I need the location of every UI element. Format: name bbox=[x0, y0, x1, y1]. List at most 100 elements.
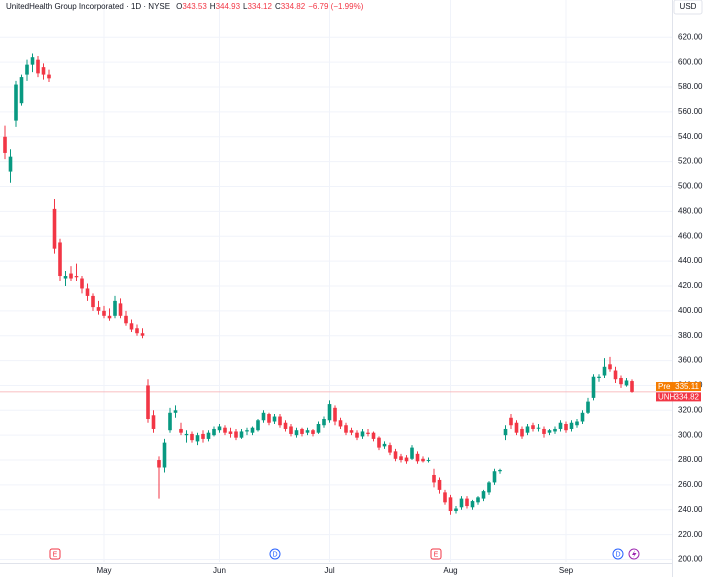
candle-body bbox=[580, 412, 585, 422]
y-tick-label: 520.00 bbox=[678, 157, 703, 166]
y-tick-label: 400.00 bbox=[678, 306, 703, 315]
candle-body bbox=[239, 431, 244, 438]
event-label[interactable]: D bbox=[615, 551, 620, 558]
candle-body bbox=[360, 431, 365, 437]
candle-body bbox=[36, 59, 40, 74]
earnings-marker[interactable] bbox=[430, 548, 442, 560]
y-tick-label: 260.00 bbox=[678, 480, 703, 489]
candle-body bbox=[355, 432, 359, 438]
candle-body bbox=[96, 307, 101, 311]
candle-body bbox=[459, 498, 464, 508]
candle-body bbox=[476, 497, 480, 503]
candle-body bbox=[85, 288, 90, 296]
candle-body bbox=[80, 278, 84, 289]
candle-body bbox=[124, 315, 128, 324]
candle-body bbox=[168, 412, 172, 431]
ohlc-value: 344.93 bbox=[216, 2, 241, 11]
y-tick-label: 320.00 bbox=[678, 405, 703, 414]
candle-body bbox=[454, 508, 458, 512]
candle-body bbox=[184, 433, 189, 436]
candle-body bbox=[129, 323, 134, 330]
candle-body bbox=[272, 416, 277, 422]
candle-body bbox=[179, 428, 183, 433]
y-tick-label: 600.00 bbox=[678, 57, 703, 66]
candle-body bbox=[393, 451, 398, 459]
candle-body bbox=[410, 447, 414, 459]
candle-body bbox=[564, 423, 568, 431]
candle-body bbox=[399, 456, 403, 461]
y-tick-label: 280.00 bbox=[678, 455, 703, 464]
candle-body bbox=[371, 432, 376, 439]
candle-body bbox=[520, 428, 524, 437]
candle-body bbox=[289, 426, 293, 434]
candle-body bbox=[465, 498, 469, 507]
candle-body bbox=[217, 426, 222, 431]
candle-body bbox=[327, 404, 332, 421]
currency[interactable]: USD bbox=[680, 2, 697, 11]
ohlc-key: C bbox=[275, 2, 281, 11]
candle-body bbox=[14, 84, 18, 121]
candle-body bbox=[311, 430, 315, 434]
ohlc-value: 343.53 bbox=[182, 2, 207, 11]
candle-body bbox=[349, 430, 354, 433]
candle-body bbox=[41, 67, 46, 75]
candle-body bbox=[525, 426, 530, 433]
candle-body bbox=[146, 385, 150, 420]
y-tick-label: 240.00 bbox=[678, 505, 703, 514]
candle-body bbox=[250, 427, 255, 433]
candle-body bbox=[377, 437, 381, 448]
candle-body bbox=[8, 156, 13, 172]
candle-body bbox=[201, 433, 205, 439]
candle-body bbox=[470, 501, 475, 508]
dividend-marker[interactable] bbox=[269, 548, 281, 560]
candle-body bbox=[542, 428, 546, 434]
candle-body bbox=[140, 333, 145, 336]
candle-body bbox=[305, 430, 310, 433]
event-label[interactable]: E bbox=[53, 551, 58, 558]
event-label[interactable]: E bbox=[434, 551, 439, 558]
candle-body bbox=[624, 380, 629, 386]
event-label[interactable]: D bbox=[272, 551, 277, 558]
x-tick-label: Jul bbox=[324, 566, 334, 575]
y-tick-label: 500.00 bbox=[678, 182, 703, 191]
candle-body bbox=[25, 64, 29, 75]
candle-body bbox=[212, 428, 216, 436]
price-change: −6.79 (−1.99%) bbox=[308, 2, 363, 11]
candle-body bbox=[151, 415, 156, 429]
candle-body bbox=[481, 491, 486, 499]
candle-body bbox=[190, 433, 194, 441]
y-tick-label: 580.00 bbox=[678, 82, 703, 91]
candle-body bbox=[338, 420, 343, 427]
dividend-marker[interactable] bbox=[612, 548, 624, 560]
candle-body bbox=[157, 460, 161, 468]
candle-body bbox=[558, 422, 563, 429]
candle-body bbox=[52, 208, 57, 249]
currency-box[interactable] bbox=[673, 0, 703, 15]
ohlc-value: 334.82 bbox=[281, 2, 306, 11]
candle-body bbox=[47, 74, 51, 79]
y-tick-label: 220.00 bbox=[678, 530, 703, 539]
ohlc-value: 334.12 bbox=[247, 2, 272, 11]
price-label-value: 334.82 bbox=[675, 392, 700, 401]
candle-body bbox=[3, 136, 7, 153]
y-tick-label: 560.00 bbox=[678, 107, 703, 116]
candle-body bbox=[553, 428, 557, 432]
candle-body bbox=[283, 422, 288, 429]
candle-body bbox=[316, 423, 321, 433]
candle-body bbox=[113, 300, 117, 316]
price-label-box bbox=[656, 392, 701, 402]
candle-body bbox=[437, 479, 442, 490]
price-label-value: 335.11 bbox=[675, 382, 699, 391]
x-tick-label: May bbox=[96, 566, 111, 575]
candle-body bbox=[63, 276, 68, 279]
candle-body bbox=[118, 303, 123, 316]
y-tick-label: 480.00 bbox=[678, 206, 703, 215]
candle-body bbox=[619, 377, 623, 385]
earnings-marker[interactable] bbox=[49, 548, 61, 560]
candle-body bbox=[294, 430, 299, 436]
price-label-name: UNH bbox=[658, 392, 676, 401]
y-tick-label: 200.00 bbox=[678, 555, 703, 564]
lightning-icon bbox=[632, 550, 637, 558]
candle-body bbox=[69, 273, 73, 279]
